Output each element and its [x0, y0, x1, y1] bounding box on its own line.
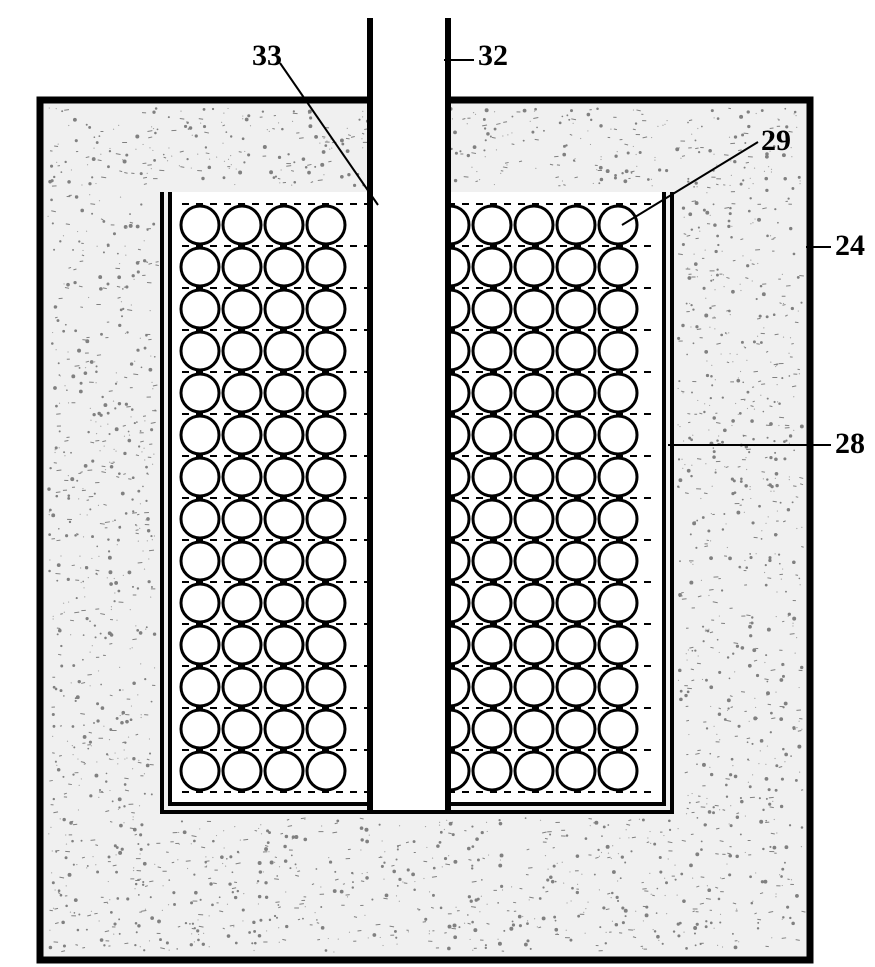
- diagram-container: 33 32 29 24 28: [0, 0, 875, 967]
- center-tube-fill: [370, 18, 448, 810]
- diagram-svg: 33 32 29 24 28: [0, 0, 875, 967]
- label-l28: 28: [835, 427, 865, 460]
- label-l32: 32: [478, 39, 508, 72]
- label-l24: 24: [835, 229, 865, 262]
- label-l33: 33: [252, 39, 282, 72]
- label-l29: 29: [761, 124, 791, 157]
